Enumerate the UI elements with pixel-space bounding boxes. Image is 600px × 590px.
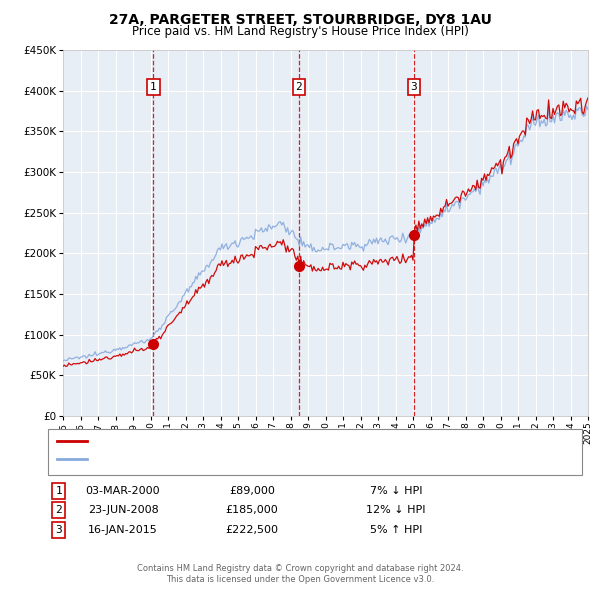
Text: 3: 3 — [410, 82, 417, 91]
Text: 1: 1 — [150, 82, 157, 91]
Text: 2: 2 — [296, 82, 302, 91]
Text: 16-JAN-2015: 16-JAN-2015 — [88, 525, 158, 535]
Text: HPI: Average price, detached house, Dudley: HPI: Average price, detached house, Dudl… — [93, 454, 308, 464]
Text: 27A, PARGETER STREET, STOURBRIDGE, DY8 1AU: 27A, PARGETER STREET, STOURBRIDGE, DY8 1… — [109, 13, 491, 27]
Text: 7% ↓ HPI: 7% ↓ HPI — [370, 486, 422, 496]
Text: £89,000: £89,000 — [229, 486, 275, 496]
Text: This data is licensed under the Open Government Licence v3.0.: This data is licensed under the Open Gov… — [166, 575, 434, 584]
Text: 1: 1 — [55, 486, 62, 496]
Text: 12% ↓ HPI: 12% ↓ HPI — [366, 506, 426, 515]
Text: Price paid vs. HM Land Registry's House Price Index (HPI): Price paid vs. HM Land Registry's House … — [131, 25, 469, 38]
Text: 27A, PARGETER STREET, STOURBRIDGE, DY8 1AU (detached house): 27A, PARGETER STREET, STOURBRIDGE, DY8 1… — [93, 437, 425, 446]
Text: 2: 2 — [55, 506, 62, 515]
Text: £222,500: £222,500 — [226, 525, 278, 535]
Text: 3: 3 — [55, 525, 62, 535]
Text: 03-MAR-2000: 03-MAR-2000 — [86, 486, 160, 496]
Text: 5% ↑ HPI: 5% ↑ HPI — [370, 525, 422, 535]
Text: Contains HM Land Registry data © Crown copyright and database right 2024.: Contains HM Land Registry data © Crown c… — [137, 565, 463, 573]
Text: £185,000: £185,000 — [226, 506, 278, 515]
Text: 23-JUN-2008: 23-JUN-2008 — [88, 506, 158, 515]
